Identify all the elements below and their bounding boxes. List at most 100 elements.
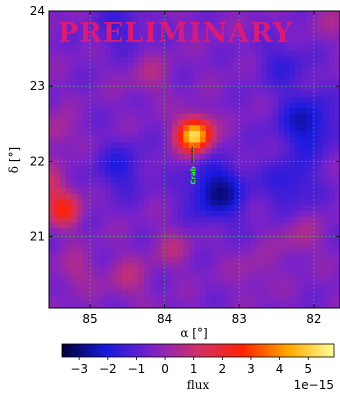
heatmap-cell xyxy=(211,176,218,183)
heatmap-cell xyxy=(194,273,201,281)
heatmap-cell xyxy=(295,16,302,24)
heatmap-cell xyxy=(127,159,134,166)
heatmap-cell xyxy=(88,113,95,121)
heatmap-cell xyxy=(149,250,156,258)
heatmap-cell xyxy=(177,193,184,201)
heatmap-cell xyxy=(99,33,106,41)
heatmap-cell xyxy=(177,285,184,292)
heatmap-cell xyxy=(211,22,218,29)
heatmap-cell xyxy=(289,279,296,286)
heatmap-cell xyxy=(334,170,340,178)
heatmap-cell xyxy=(228,153,235,161)
heatmap-cell xyxy=(239,73,246,81)
heatmap-cell xyxy=(233,142,240,149)
heatmap-cell xyxy=(244,39,252,46)
heatmap-cell xyxy=(104,239,112,246)
heatmap-cell xyxy=(284,125,291,132)
heatmap-cell xyxy=(300,296,308,303)
heatmap-cell xyxy=(166,199,173,206)
heatmap-cell xyxy=(205,68,212,75)
heatmap-cell xyxy=(99,153,106,161)
heatmap-cell xyxy=(300,50,308,58)
heatmap-cell xyxy=(65,142,72,149)
heatmap-cell xyxy=(65,193,72,201)
heatmap-cell xyxy=(317,165,324,172)
heatmap-cell xyxy=(239,119,246,126)
heatmap-cell xyxy=(183,216,190,223)
heatmap-cell xyxy=(65,285,72,292)
heatmap-cell xyxy=(289,165,296,172)
heatmap-cell xyxy=(261,216,268,223)
heatmap-cell xyxy=(205,268,212,275)
heatmap-cell xyxy=(256,33,263,41)
heatmap-cell xyxy=(155,16,162,24)
heatmap-cell xyxy=(183,90,190,98)
heatmap-cell xyxy=(267,170,274,178)
heatmap-cell xyxy=(104,96,112,103)
heatmap-cell xyxy=(121,119,128,126)
heatmap-cell xyxy=(177,73,184,81)
heatmap-cell xyxy=(132,188,140,195)
heatmap-cell xyxy=(132,233,140,241)
heatmap-cell xyxy=(216,296,224,303)
heatmap-cell xyxy=(172,153,179,161)
heatmap-cell xyxy=(93,268,100,275)
heatmap-cell xyxy=(250,125,257,132)
heatmap-cell xyxy=(116,165,123,172)
heatmap-cell xyxy=(160,170,168,178)
heatmap-cell xyxy=(65,108,72,115)
heatmap-cell xyxy=(116,125,123,132)
heatmap-cell xyxy=(116,239,123,246)
heatmap-cell xyxy=(233,56,240,63)
heatmap-cell xyxy=(289,39,296,46)
heatmap-cell xyxy=(172,199,179,206)
heatmap-cell xyxy=(323,296,330,303)
heatmap-cell xyxy=(194,210,201,218)
heatmap-cell xyxy=(300,222,308,229)
heatmap-cell xyxy=(88,136,95,143)
heatmap-cell xyxy=(104,148,112,155)
heatmap-cell xyxy=(104,250,112,258)
heatmap-cell xyxy=(127,210,134,218)
heatmap-cell xyxy=(256,90,263,98)
heatmap-cell xyxy=(54,285,61,292)
heatmap-cell xyxy=(194,302,201,308)
heatmap-cell xyxy=(155,296,162,303)
heatmap-cell xyxy=(289,222,296,229)
heatmap-cell xyxy=(110,96,117,103)
heatmap-cell xyxy=(228,28,235,35)
heatmap-cell xyxy=(334,216,340,223)
heatmap-cell xyxy=(127,268,134,275)
heatmap-cell xyxy=(121,273,128,281)
heatmap-cell xyxy=(200,108,207,115)
heatmap-cell xyxy=(116,273,123,281)
heatmap-cell xyxy=(211,273,218,281)
heatmap-cell xyxy=(334,113,340,121)
heatmap-cell xyxy=(82,199,89,206)
heatmap-cell xyxy=(222,170,229,178)
heatmap-cell xyxy=(93,285,100,292)
heatmap-cell xyxy=(239,130,246,138)
heatmap-cell xyxy=(71,136,78,143)
heatmap-cell xyxy=(222,62,229,69)
heatmap-cell xyxy=(222,50,229,58)
heatmap-cell xyxy=(160,285,168,292)
heatmap-cell xyxy=(300,33,308,41)
heatmap-cell xyxy=(222,193,229,201)
heatmap-cell xyxy=(334,62,340,69)
heatmap-cell xyxy=(88,130,95,138)
heatmap-cell xyxy=(82,68,89,75)
heatmap-cell xyxy=(272,68,280,75)
heatmap-cell xyxy=(289,33,296,41)
heatmap-cell xyxy=(222,159,229,166)
heatmap-cell xyxy=(222,188,229,195)
heatmap-cell xyxy=(121,96,128,103)
heatmap-cell xyxy=(144,90,151,98)
heatmap-cell xyxy=(250,28,257,35)
heatmap-cell xyxy=(194,96,201,103)
heatmap-cell xyxy=(239,290,246,298)
heatmap-cell xyxy=(99,90,106,98)
heatmap-cell xyxy=(76,130,84,138)
heatmap-cell xyxy=(149,130,156,138)
heatmap-cell xyxy=(284,262,291,269)
